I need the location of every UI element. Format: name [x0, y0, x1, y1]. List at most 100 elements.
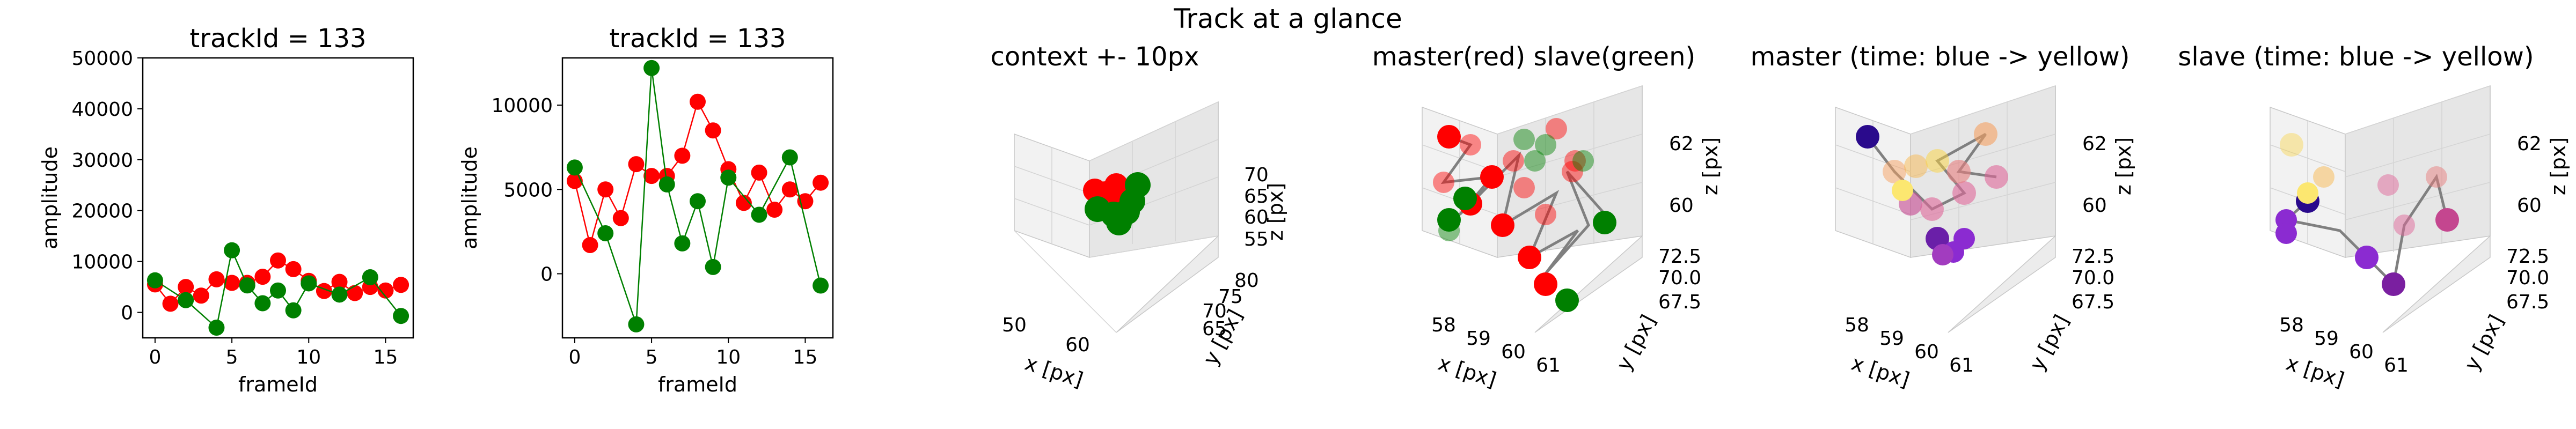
y-tick-label: 10000	[71, 252, 133, 273]
grid-line	[2345, 85, 2491, 135]
red-data-point	[331, 273, 348, 290]
trajectory-line	[1440, 135, 1611, 275]
x-tick-label: 15	[793, 346, 818, 368]
green-data-point	[720, 169, 737, 186]
z-tick-label: 60	[2517, 195, 2542, 217]
data-point	[1953, 228, 1975, 249]
data-point	[1513, 177, 1535, 198]
x-tick-label: 0	[568, 346, 581, 368]
x-tick-label: 59	[1466, 328, 1491, 350]
y-tick-label: 5000	[503, 179, 553, 201]
data-point	[1125, 172, 1151, 198]
x-tick-label: 59	[1879, 328, 1904, 350]
x-tick-label: 5	[226, 346, 238, 368]
data-point	[2355, 246, 2379, 269]
data-point	[1106, 210, 1132, 235]
y-tick-label: 70.0	[1658, 267, 1701, 289]
y-tick-label: 30000	[71, 150, 133, 172]
data-point	[1904, 154, 1928, 178]
amplitude-panel-1: trackId = 133 0 5 10 15 0 10000 20000 30000 40000…	[38, 24, 414, 396]
grid-line	[2345, 134, 2491, 177]
x-tick-label: 60	[1914, 341, 1939, 363]
data-point	[1564, 150, 1586, 172]
x-tick-label: 10	[296, 346, 321, 368]
red-data-point	[643, 168, 660, 184]
red-data-point	[224, 275, 240, 291]
x-tick-label: 61	[2384, 354, 2409, 376]
grid-line	[1014, 230, 1117, 333]
green-data-point	[690, 193, 706, 210]
grid-line	[1089, 101, 1219, 161]
z-tick-label: 62	[2517, 133, 2542, 155]
z-tick-label: 65	[1244, 186, 1269, 208]
red-data-point	[162, 295, 179, 312]
red-data-point	[781, 181, 798, 198]
data-point	[1883, 160, 1906, 183]
z-tick-label: 62	[2082, 133, 2107, 155]
plot-frame	[142, 57, 414, 339]
y-tick-label: 70	[1202, 300, 1227, 322]
data-point	[1453, 187, 1477, 210]
red-data-point	[285, 261, 302, 277]
y-tick-label: 75	[1218, 286, 1243, 308]
data-point	[2280, 133, 2303, 157]
data-point	[1437, 125, 1461, 149]
y-axis-label: y [px]	[1612, 311, 1660, 375]
amplitude-panel-2: trackId = 133 0 5 10 15 0 5000 10000 frameId ampl…	[458, 24, 834, 396]
red-data-point	[270, 252, 286, 269]
data-point	[2394, 214, 2415, 236]
green-data-point	[751, 206, 767, 223]
green-data-point	[285, 302, 302, 319]
plot-frame	[561, 57, 834, 339]
grid-line	[1089, 235, 1219, 258]
y-tick-label: 72.5	[2072, 246, 2114, 268]
x-tick-label: 60	[2349, 341, 2374, 363]
data-point	[2435, 208, 2459, 232]
data-point	[1534, 272, 1557, 296]
figure-suptitle: Track at a glance	[1173, 3, 1402, 34]
red-data-point	[597, 181, 614, 198]
y-tick-label: 20000	[71, 201, 133, 223]
x-axis-label: x [px]	[2284, 351, 2347, 392]
x-axis-label: frameId	[658, 373, 737, 396]
green-data-point	[674, 235, 691, 252]
master-slave-3d-panel: master(red) slave(green) 58 59 60 61 67.570.0…	[1372, 42, 1722, 392]
y-axis-label: y [px]	[2025, 311, 2074, 375]
data-point	[1562, 161, 1583, 182]
red-data-point	[178, 279, 194, 295]
green-data-point	[566, 159, 583, 176]
floor-pane	[1534, 86, 1643, 333]
x-axis-label: x [px]	[1022, 351, 1086, 392]
panel-title: trackId = 133	[189, 24, 366, 54]
y-tick-label: 80	[1234, 270, 1259, 292]
y-tick-label: 0	[540, 264, 553, 286]
data-point	[2426, 166, 2447, 188]
green-data-point	[301, 275, 317, 292]
data-point	[1572, 150, 1594, 172]
red-data-point	[208, 271, 225, 287]
data-point	[1491, 213, 1514, 237]
data-point	[1546, 118, 1567, 139]
red-data-point	[582, 237, 598, 254]
y-tick-label: 67.5	[1658, 291, 1701, 313]
x-axis-label: frameId	[238, 373, 318, 396]
red-data-point	[254, 269, 271, 285]
z-axis-label: z [px]	[1264, 183, 1287, 241]
x-axis-label: x [px]	[1436, 351, 1499, 392]
slave-time-3d-panel: slave (time: blue -> yellow) 58 59 60 61 67.5…	[2178, 42, 2570, 392]
grid-line	[2345, 182, 2491, 220]
z-tick-label: 62	[1669, 133, 1694, 155]
z-axis-label: z [px]	[2112, 137, 2135, 195]
red-data-point	[766, 202, 783, 218]
x-tick-label: 10	[716, 346, 741, 368]
panel-title: slave (time: blue -> yellow)	[2178, 42, 2534, 72]
grid-line	[1497, 85, 1643, 135]
green-data-point	[393, 308, 409, 324]
data-point	[1535, 204, 1556, 225]
green-data-point	[705, 258, 721, 275]
z-tick-label: 70	[1244, 164, 1269, 186]
x-tick-label: 60	[1501, 341, 1526, 363]
panel-title: master (time: blue -> yellow)	[1751, 42, 2130, 72]
green-data-point	[208, 320, 225, 336]
